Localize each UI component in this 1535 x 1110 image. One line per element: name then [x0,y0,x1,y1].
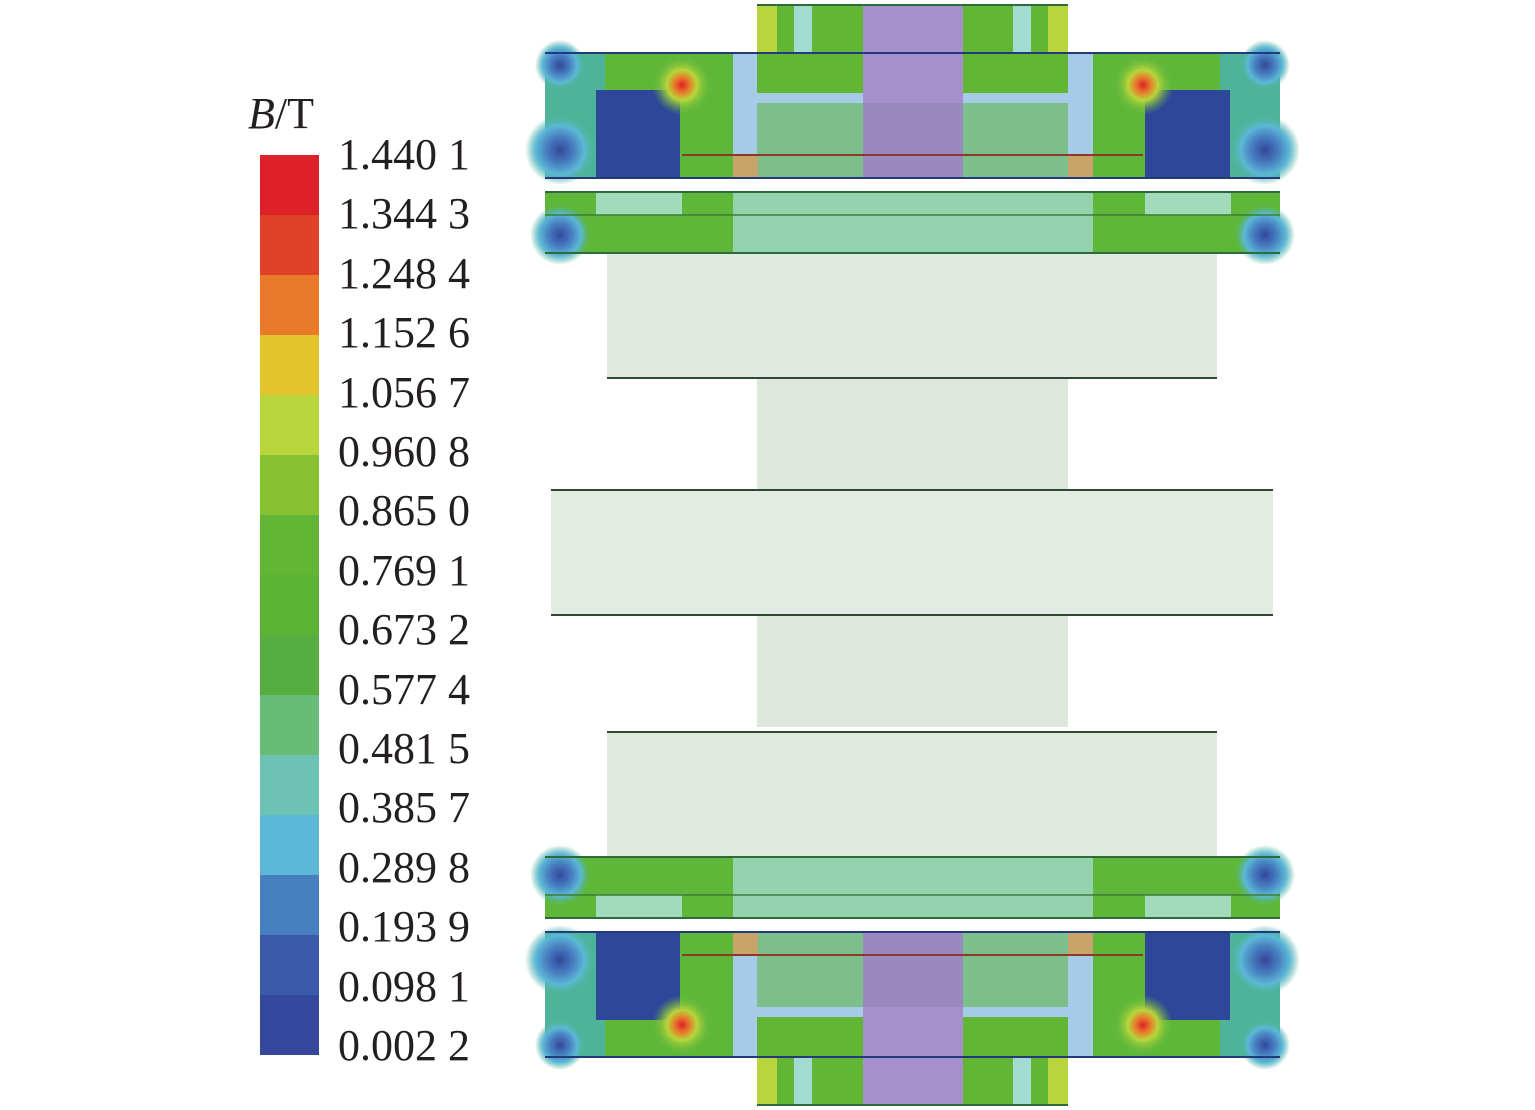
colorbar-band [260,215,319,275]
upper-assembly [524,4,1301,379]
colorbar-tick-label: 1.056 7 [338,367,470,417]
colorbar-tick-label: 0.385 7 [338,783,470,833]
center-disc [551,490,1273,615]
colorbar-band [260,515,319,575]
colorbar-tick-label: 0.002 2 [338,1021,470,1070]
colorbar-band [260,875,319,935]
colorbar-tick-label: 0.865 0 [338,486,470,536]
colorbar-band [260,815,319,875]
title-variable: B [248,89,275,138]
colorbar-tick-label: 0.098 1 [338,961,470,1011]
colorbar-tick-label: 0.960 8 [338,427,470,476]
colorbar-tick-label: 0.481 5 [338,724,470,773]
colorbar-band [260,455,319,515]
colorbar-band [260,575,319,635]
colorbar-band [260,275,319,335]
colorbar-tick-label: 1.152 6 [338,308,470,358]
colorbar-band [260,155,319,215]
colorbar-band [260,635,319,695]
colorbar-band [260,995,319,1055]
colorbar-tick-label: 0.289 8 [338,842,470,892]
colorbar-band [260,935,319,995]
colorbar-tick-label: 0.193 9 [338,902,470,952]
colorbar-band [260,695,319,755]
colorbar-tick-label: 1.248 4 [338,248,470,298]
colorbar-band [260,335,319,395]
colorbar-tick-label: 0.673 2 [338,605,470,655]
lower-assembly [524,731,1301,1106]
colorbar-tick-label: 1.440 1 [338,130,470,179]
colorbar-band [260,755,319,815]
colorbar-band [260,395,319,455]
colorbar-tick-label: 0.769 1 [338,545,470,595]
colorbar-tick-label: 1.344 3 [338,189,470,239]
colorbar-tick-label: 0.577 4 [338,664,470,714]
colorbar [260,155,319,1055]
title-unit: /T [274,89,314,138]
colorbar-title: B/T [248,88,314,139]
